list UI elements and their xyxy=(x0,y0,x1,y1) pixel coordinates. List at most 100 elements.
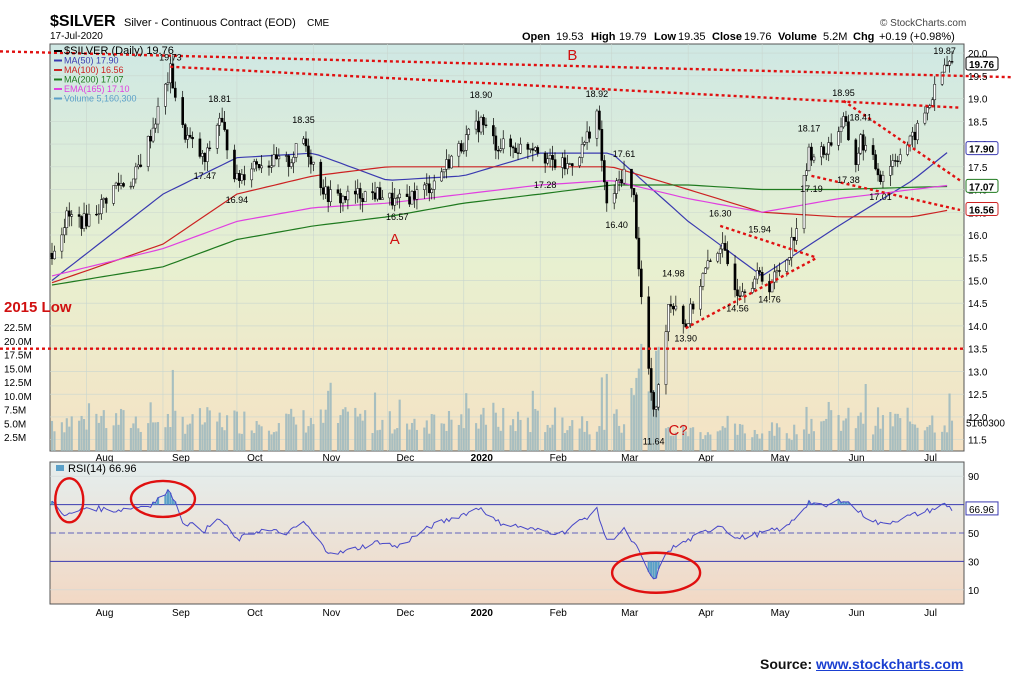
price-tick-label: 14.0 xyxy=(968,322,988,333)
volume-bar xyxy=(810,418,813,451)
volume-bar xyxy=(896,413,899,451)
volume-bar xyxy=(514,431,517,451)
volume-bar xyxy=(497,426,500,451)
volume-bar xyxy=(181,416,184,451)
candle-body xyxy=(302,138,305,144)
volume-bars xyxy=(50,343,954,451)
date-tick-label: Dec xyxy=(396,608,414,619)
candle-body xyxy=(67,210,71,217)
date-axis-rsi: Aug Sep Oct Nov Dec 2020 Feb Mar Apr May Jun Jul xyxy=(96,608,937,619)
candle-body xyxy=(689,303,692,324)
price-tick-label: 13.5 xyxy=(968,345,988,356)
volume-bar xyxy=(778,427,781,451)
candle-body xyxy=(496,150,500,152)
candle-body xyxy=(775,270,779,273)
volume-bar xyxy=(166,413,169,451)
price-annotation: 18.95 xyxy=(832,88,855,98)
volume-bar xyxy=(290,408,293,451)
candle-body xyxy=(156,106,160,125)
source-link[interactable]: www.stockcharts.com xyxy=(816,656,964,672)
volume-label: Volume xyxy=(778,31,817,43)
candle-body xyxy=(358,188,362,199)
volume-bar xyxy=(664,428,668,451)
candle-body xyxy=(373,192,377,200)
volume-bar xyxy=(862,423,865,451)
candle-body xyxy=(326,186,330,202)
volume-bar xyxy=(719,430,722,451)
legend-entry: MA(100) 16.56 xyxy=(64,65,124,75)
candle-body xyxy=(738,295,742,297)
candle-body xyxy=(871,145,875,155)
volume-bar xyxy=(864,383,867,451)
volume-bar xyxy=(381,419,384,451)
volume-bar xyxy=(775,423,778,451)
volume-bar xyxy=(753,429,756,451)
candle-body xyxy=(864,145,868,151)
candle-body xyxy=(233,149,236,180)
volume-bar xyxy=(398,399,401,451)
volume-bar xyxy=(295,424,298,451)
volume-bar xyxy=(462,428,465,451)
volume-bar xyxy=(327,390,330,451)
volume-bar xyxy=(312,424,315,451)
volume-bar xyxy=(553,407,557,451)
candle-body xyxy=(136,164,140,168)
volume-bar xyxy=(267,430,271,451)
candle-body xyxy=(499,148,503,151)
candle-body xyxy=(63,227,66,236)
volume-bar xyxy=(635,377,638,451)
candle-body xyxy=(839,126,843,132)
candle-body xyxy=(277,155,281,160)
candle-body xyxy=(440,171,443,182)
volume-bar xyxy=(773,435,776,451)
series-line-ma50 xyxy=(51,152,948,281)
candle-body xyxy=(615,180,618,194)
price-annotation: 14.76 xyxy=(758,294,781,304)
legend-entry: EMA(165) 17.10 xyxy=(64,84,130,94)
candle-body xyxy=(859,134,863,154)
candle-body xyxy=(223,121,226,130)
volume-bar xyxy=(304,432,308,451)
volume-bar xyxy=(724,427,727,451)
triangle-upper-line xyxy=(719,224,818,259)
series-line-ma200 xyxy=(51,184,948,286)
candle-body xyxy=(425,183,429,186)
candle-body xyxy=(667,304,670,332)
candle-body xyxy=(923,112,927,124)
volume-bar xyxy=(946,432,949,451)
candle-body xyxy=(928,105,932,108)
candle-body xyxy=(146,136,150,167)
candle-body xyxy=(526,143,530,150)
candle-body xyxy=(398,193,401,198)
price-annotation: 16.30 xyxy=(709,208,732,218)
volume-bar xyxy=(950,420,954,451)
volume-bar xyxy=(909,421,912,451)
candle-body xyxy=(312,161,315,165)
price-annotation: 18.41 xyxy=(850,112,873,122)
volume-bar xyxy=(95,413,98,451)
volume-bar xyxy=(361,420,364,451)
volume-bar xyxy=(122,410,125,451)
volume-bar xyxy=(647,391,650,451)
wedge-lower-line xyxy=(811,174,961,212)
price-annotation: 14.56 xyxy=(726,303,749,313)
candle-body xyxy=(82,213,86,229)
candle-body xyxy=(940,71,944,85)
volume-bar xyxy=(408,429,411,451)
candle-body xyxy=(77,214,81,217)
candle-body xyxy=(225,129,229,151)
volume-bar xyxy=(277,423,280,451)
candle-body xyxy=(787,257,791,261)
volume-tick-label: 10.0M xyxy=(4,392,32,403)
volume-bar xyxy=(475,423,478,451)
candle-body xyxy=(395,197,399,199)
date-tick-label: Sep xyxy=(172,608,190,619)
volume-bar xyxy=(689,427,692,451)
candle-body xyxy=(201,153,204,157)
volume-bar xyxy=(512,419,515,451)
candle-body xyxy=(356,188,360,195)
candle-body xyxy=(879,174,882,183)
candle-body xyxy=(718,248,722,254)
price-tick-label: 17.5 xyxy=(968,163,988,174)
candle-body xyxy=(393,198,397,206)
